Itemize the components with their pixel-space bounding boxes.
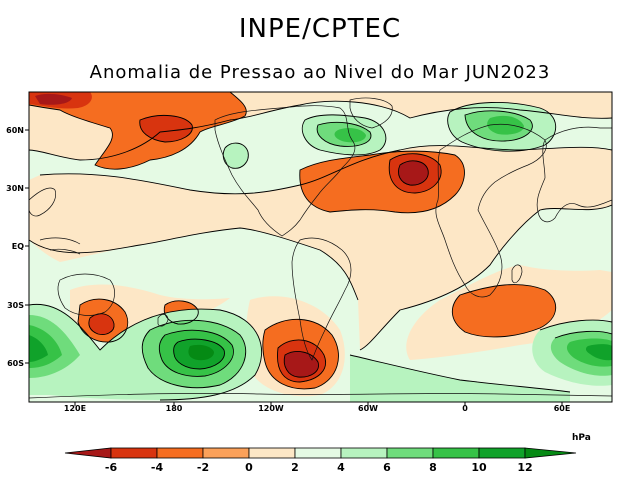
lon-label: 60W <box>358 404 378 413</box>
contour-fill-pos-s-indian-core <box>585 344 612 361</box>
colorbar-tick-label: -4 <box>150 461 164 474</box>
contour-fill-pos-canada-core <box>334 127 366 143</box>
lon-label: 180 <box>165 404 183 413</box>
lon-label: 120E <box>63 404 87 413</box>
colorbar-tick-label: 12 <box>517 461 533 474</box>
colorbar-segment <box>64 447 112 459</box>
map-frame <box>28 91 613 403</box>
contour-fill-neg-n-pacific <box>29 92 247 170</box>
lat-label: 30S <box>7 301 24 310</box>
contour-fill-neg-e-atlantic-core <box>398 160 429 186</box>
colorbar <box>64 447 577 459</box>
colorbar-segment <box>432 447 480 459</box>
colorbar-tick-label: 10 <box>471 461 487 474</box>
colorbar-segment <box>340 447 388 459</box>
axis-ticks <box>25 129 563 406</box>
contour-fill-pos-sw-edge-core <box>29 335 48 362</box>
contour-fill-neg-kamchatka-core <box>35 93 72 105</box>
lat-label: EQ <box>11 242 24 251</box>
contour-fill-pos-antarctic <box>350 355 570 402</box>
lon-label: 60E <box>553 404 571 413</box>
colorbar-segment <box>478 447 526 459</box>
colorbar-tick-label: 8 <box>429 461 437 474</box>
map-title: Anomalia de Pressao ao Nivel do Mar JUN2… <box>89 62 551 83</box>
colorbar-segment <box>524 447 577 459</box>
contour-fill-neg-weak <box>29 145 612 350</box>
contour-fill-pos-scandinavia-core <box>487 115 524 135</box>
colorbar-unit: hPa <box>572 433 591 443</box>
anomaly-fields <box>29 92 612 402</box>
lon-label: 0 <box>462 404 468 413</box>
colorbar-segment <box>386 447 434 459</box>
colorbar-segment <box>156 447 204 459</box>
coastlines <box>29 97 612 399</box>
lat-label: 30N <box>6 184 24 193</box>
contour-fill-neg-se-pacific-core <box>284 351 319 378</box>
contour-fill-neg-s-indian <box>452 284 556 337</box>
colorbar-segment <box>248 447 296 459</box>
lat-label: 60N <box>6 126 24 135</box>
colorbar-segment <box>294 447 342 459</box>
colorbar-tick-label: -2 <box>196 461 210 474</box>
colorbar-tick-label: 2 <box>291 461 299 474</box>
organization-title: INPE/CPTEC <box>238 14 402 44</box>
lon-label: 120W <box>258 404 284 413</box>
contour-fill-pos-nw-canada <box>223 143 249 169</box>
contour-lines <box>29 92 612 401</box>
colorbar-segment <box>110 447 158 459</box>
contour-fill-neg-gulf-alaska <box>139 115 193 142</box>
colorbar-tick-label: -6 <box>104 461 118 474</box>
contour-fill-pos-sw-pacific-max <box>188 344 214 361</box>
lat-label: 60S <box>7 359 24 368</box>
colorbar-tick-label: 6 <box>383 461 391 474</box>
colorbar-segment <box>202 447 250 459</box>
colorbar-tick-label: 0 <box>245 461 253 474</box>
contour-fill-neg-australia-core <box>88 313 115 335</box>
colorbar-tick-label: 4 <box>337 461 345 474</box>
